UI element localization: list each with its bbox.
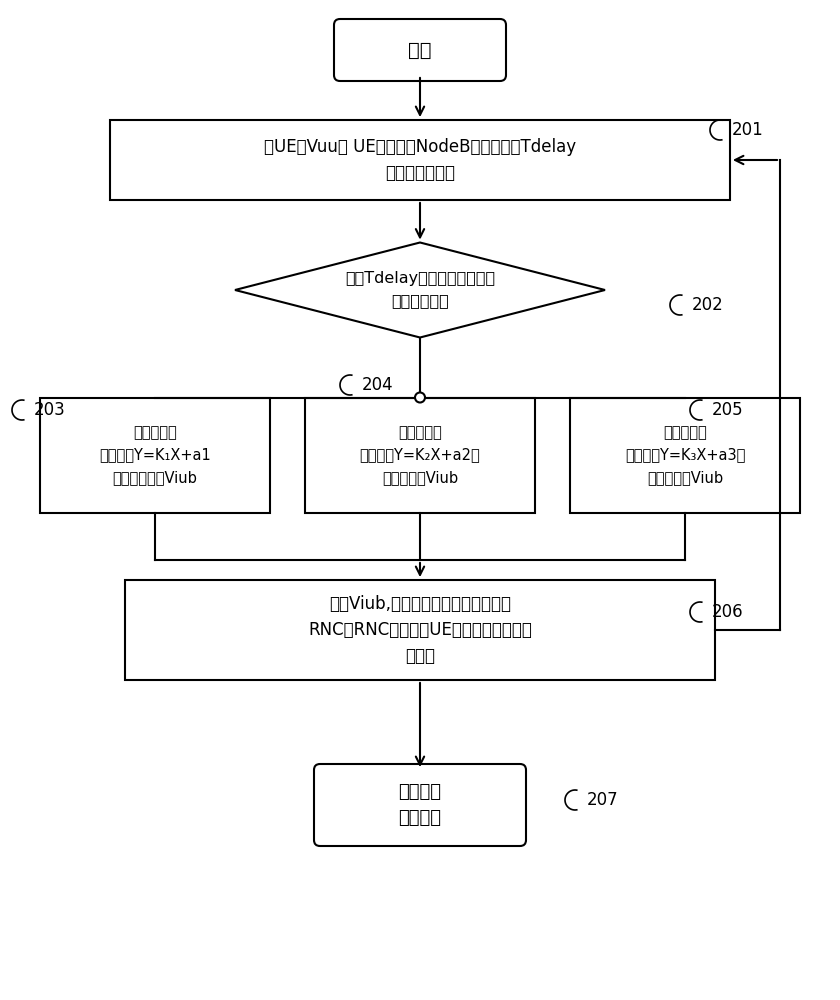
Text: 算出Viub,并以能力分配帧的方式通知
RNC，RNC就知道给UE一定时间发送多少
数据量: 算出Viub,并以能力分配帧的方式通知 RNC，RNC就知道给UE一定时间发送多…: [308, 595, 532, 665]
Polygon shape: [235, 242, 605, 338]
Text: 对UE的Vuu， UE数据包在NodeB的缓存时间Tdelay
进行滤波和记录: 对UE的Vuu， UE数据包在NodeB的缓存时间Tdelay 进行滤波和记录: [264, 138, 576, 182]
Text: 根据Tdelay判断属于哪个时间
段的流控调整: 根据Tdelay判断属于哪个时间 段的流控调整: [345, 271, 495, 309]
Circle shape: [415, 392, 425, 402]
FancyBboxPatch shape: [314, 764, 526, 846]
Text: 时间段二：
根据公式Y=K₂X+a2求
得初始流控Viub: 时间段二： 根据公式Y=K₂X+a2求 得初始流控Viub: [360, 425, 480, 485]
Text: 207: 207: [587, 791, 618, 809]
Bar: [110, 120, 730, 200]
Bar: [40, 397, 270, 512]
Text: 时间段三：
根据公式Y=K₃X+a3求
得初始流控Viub: 时间段三： 根据公式Y=K₃X+a3求 得初始流控Viub: [625, 425, 745, 485]
Text: 203: 203: [34, 401, 66, 419]
Text: 205: 205: [712, 401, 743, 419]
Text: 结束本次
流控调整: 结束本次 流控调整: [398, 783, 442, 827]
Text: 206: 206: [712, 603, 743, 621]
Text: 开始: 开始: [408, 40, 432, 60]
Bar: [125, 580, 715, 680]
Bar: [305, 397, 535, 512]
Text: 时间段一：
根据公式Y=K₁X+a1
求得初始流控Viub: 时间段一： 根据公式Y=K₁X+a1 求得初始流控Viub: [99, 425, 211, 485]
FancyBboxPatch shape: [334, 19, 506, 81]
Text: 201: 201: [732, 121, 764, 139]
Bar: [570, 397, 800, 512]
Text: 204: 204: [362, 376, 394, 394]
Text: 202: 202: [692, 296, 724, 314]
